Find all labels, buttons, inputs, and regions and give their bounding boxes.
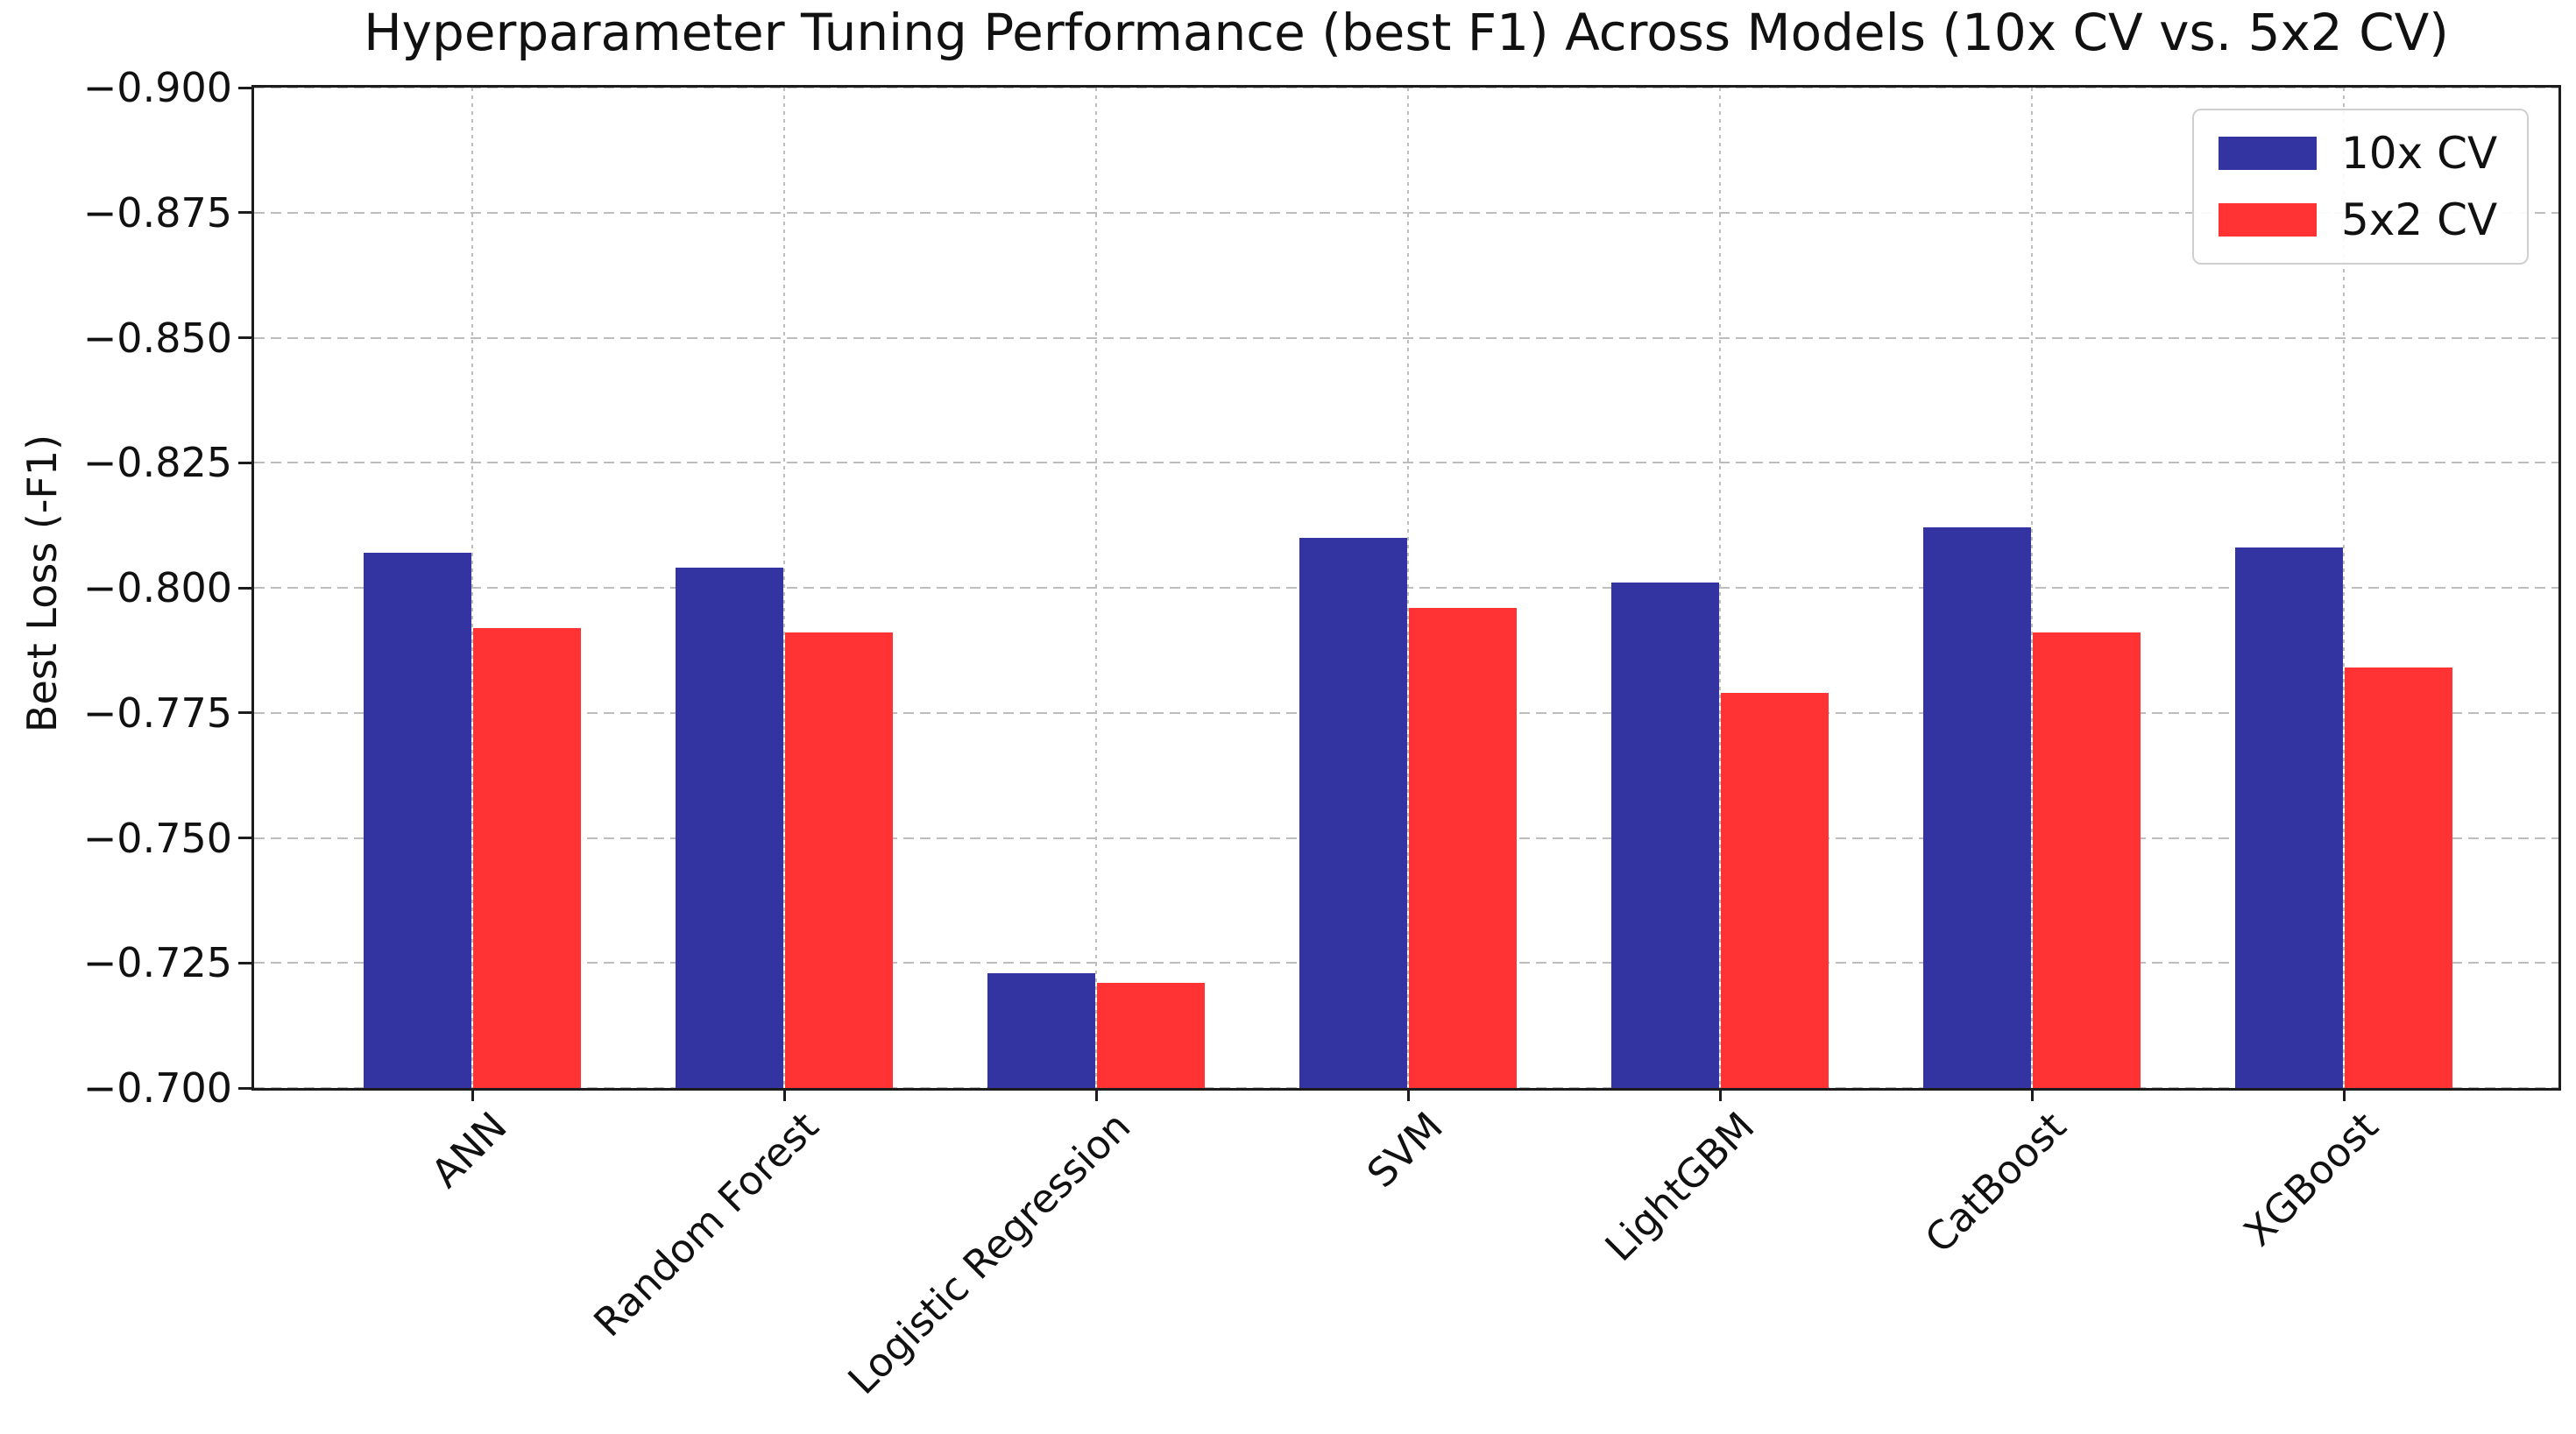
legend: 10x CV 5x2 CV: [2192, 109, 2530, 265]
x-tick-label-svm: SVM: [1357, 1103, 1452, 1197]
x-tick-mark: [1406, 1088, 1410, 1101]
y-tick-mark: [238, 461, 254, 464]
spine-bottom: [252, 1088, 2560, 1091]
y-gridline: [254, 462, 2558, 464]
x-tick-label-random-forest: Random Forest: [584, 1103, 828, 1346]
x-tick-label-logistic-regression: Logistic Regression: [839, 1103, 1140, 1403]
bar-10x-cv-catboost: [1923, 527, 2031, 1088]
x-gridline: [1095, 88, 1097, 1088]
y-tick-mark: [238, 211, 254, 215]
bar-5x2-cv-logistic-regression: [1097, 983, 1205, 1088]
y-tick-mark: [238, 711, 254, 715]
y-gridline: [254, 211, 2558, 214]
x-tick-mark: [471, 1088, 474, 1101]
y-tick-label: −0.875: [82, 188, 232, 237]
bar-10x-cv-lightgbm: [1611, 583, 1719, 1088]
bar-10x-cv-svm: [1299, 537, 1407, 1088]
x-tick-label-lightgbm: LightGBM: [1596, 1103, 1764, 1271]
y-tick-mark: [238, 336, 254, 339]
spine-right: [2558, 85, 2561, 1091]
x-gridline: [2343, 88, 2345, 1088]
legend-item: 10x CV: [2219, 131, 2497, 175]
chart-title: Hyperparameter Tuning Performance (best …: [364, 3, 2449, 62]
spine-top: [252, 85, 2560, 88]
bar-5x2-cv-ann: [473, 627, 581, 1088]
y-tick-label: −0.700: [82, 1064, 232, 1112]
bar-10x-cv-logistic-regression: [987, 972, 1095, 1088]
y-tick-mark: [238, 961, 254, 964]
x-gridline: [1719, 88, 1721, 1088]
x-tick-mark: [1094, 1088, 1098, 1101]
y-tick-label: −0.750: [82, 814, 232, 862]
bar-10x-cv-random-forest: [676, 568, 783, 1088]
x-gridline: [783, 88, 785, 1088]
x-tick-label-ann: ANN: [421, 1103, 516, 1197]
plot-area: [254, 87, 2558, 1089]
legend-label: 5x2 CV: [2341, 194, 2498, 245]
y-tick-label: −0.850: [82, 314, 232, 362]
spine-left: [251, 85, 254, 1091]
x-tick-mark: [782, 1088, 786, 1101]
x-tick-mark: [2030, 1088, 2034, 1101]
bar-5x2-cv-lightgbm: [1721, 692, 1829, 1088]
y-tick-mark: [238, 586, 254, 590]
bar-5x2-cv-catboost: [2033, 632, 2141, 1088]
y-tick-label: −0.800: [82, 564, 232, 611]
y-gridline: [254, 336, 2558, 339]
y-tick-label: −0.725: [82, 939, 232, 987]
legend-swatch-10x-cv: [2219, 137, 2317, 170]
x-tick-label-xgboost: XGBoost: [2234, 1103, 2388, 1255]
x-tick-mark: [1718, 1088, 1722, 1101]
x-gridline: [2031, 88, 2033, 1088]
y-gridline: [254, 87, 2558, 88]
bar-10x-cv-xgboost: [2235, 547, 2343, 1088]
bar-10x-cv-ann: [364, 553, 471, 1088]
legend-label: 10x CV: [2341, 128, 2498, 179]
y-tick-mark: [238, 1086, 254, 1090]
x-gridline: [471, 88, 473, 1088]
y-tick-label: −0.825: [82, 439, 232, 487]
x-tick-mark: [2342, 1088, 2346, 1101]
y-tick-mark: [238, 86, 254, 89]
legend-swatch-5x2-cv: [2219, 203, 2317, 237]
y-tick-label: −0.775: [82, 689, 232, 737]
bar-5x2-cv-xgboost: [2345, 668, 2452, 1088]
legend-item: 5x2 CV: [2219, 198, 2497, 242]
x-tick-label-catboost: CatBoost: [1916, 1103, 2076, 1262]
y-tick-label: −0.900: [82, 64, 232, 111]
bar-5x2-cv-random-forest: [785, 632, 893, 1088]
y-tick-mark: [238, 837, 254, 839]
x-gridline: [1407, 88, 1409, 1088]
bar-5x2-cv-svm: [1409, 607, 1517, 1088]
